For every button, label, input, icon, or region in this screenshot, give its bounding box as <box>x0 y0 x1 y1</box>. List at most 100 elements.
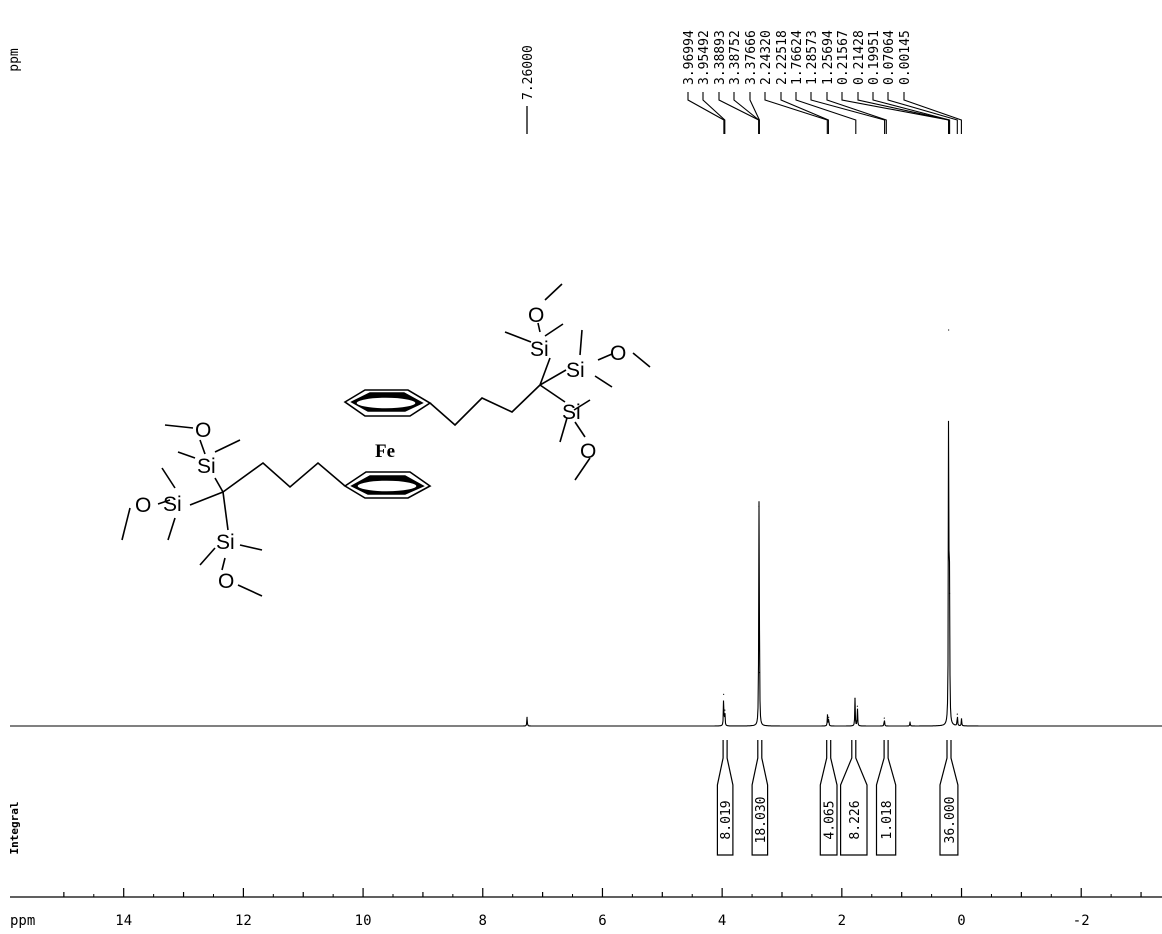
atom-o: O <box>610 342 626 365</box>
peak-connector <box>857 92 950 134</box>
peak-connector <box>749 92 760 134</box>
integral-bracket <box>839 740 868 856</box>
peak-connector <box>780 92 829 134</box>
integral-regions: 8.019 18.030 4.065 8.226 1.018 36.000 <box>716 740 959 856</box>
peak-point <box>960 718 963 720</box>
integral-value: 18.030 <box>754 797 769 844</box>
integral-region: 8.019 <box>716 740 734 856</box>
atom-si: Si <box>562 401 581 424</box>
peak-label: 3.38752 <box>728 30 743 85</box>
peak-connector <box>887 92 958 134</box>
spectrum-trace-group <box>10 329 1162 727</box>
peak-connector <box>764 92 828 134</box>
peak-label: 0.21567 <box>836 30 851 85</box>
peak-label: 1.25694 <box>821 30 836 85</box>
spectrum-trace <box>10 420 1162 727</box>
integral-value: 36.000 <box>943 797 958 844</box>
atom-o: O <box>528 304 544 327</box>
peak-label: 1.28573 <box>805 30 820 85</box>
atom-si: Si <box>566 359 585 382</box>
cp-ring-lower <box>343 471 432 499</box>
integral-value: 4.065 <box>823 800 838 839</box>
peak-point <box>909 721 911 723</box>
integral-panel-label: Integral <box>8 802 21 855</box>
atom-o: O <box>218 570 234 593</box>
peak-label: 0.00145 <box>898 30 913 85</box>
x-tick-label: 14 <box>115 913 132 929</box>
peak-point <box>826 714 829 716</box>
integral-region: 4.065 <box>819 740 838 856</box>
integral-region: 18.030 <box>751 740 769 856</box>
chain-upper <box>429 384 541 427</box>
peak-point <box>948 592 951 594</box>
peak-connector <box>903 92 962 134</box>
atom-si: Si <box>530 338 549 361</box>
peak-label: 3.95492 <box>697 30 712 85</box>
atom-o: O <box>580 440 596 463</box>
peak-point <box>828 716 830 718</box>
integral-bracket <box>819 740 838 856</box>
x-axis-ticks <box>63 888 1142 897</box>
atom-o: O <box>195 419 211 442</box>
peak-label: 3.96994 <box>682 30 697 85</box>
atom-fe: Fe <box>375 441 395 462</box>
peak-point <box>948 329 950 331</box>
peak-point <box>723 693 725 695</box>
top-axis-unit-label: ppm <box>7 48 22 72</box>
peak-connector <box>795 92 857 134</box>
integral-bracket <box>716 740 734 856</box>
x-axis-tick-labels: 14 12 10 8 6 4 2 0 -2 <box>115 913 1089 929</box>
peak-label: 1.76624 <box>790 30 805 85</box>
peak-label: 2.24320 <box>759 30 774 85</box>
peak-connector <box>702 92 726 134</box>
peak-label: 2.22518 <box>775 30 790 85</box>
peak-point <box>526 716 528 718</box>
peak-point <box>883 717 885 719</box>
x-axis-unit-label: ppm <box>10 913 35 929</box>
x-tick-label: 8 <box>479 913 487 929</box>
peak-point <box>758 671 761 674</box>
peak-point <box>956 713 958 715</box>
peak-connector <box>733 92 760 134</box>
atom-si: Si <box>216 531 235 554</box>
peak-label: 3.37666 <box>744 30 759 85</box>
x-tick-label: 6 <box>598 913 606 929</box>
peak-label: 0.21428 <box>852 30 867 85</box>
molecule-structure: Fe O Si Si O Si O O Si O Si Si O <box>121 283 651 597</box>
atom-o: O <box>135 494 151 517</box>
peak-label: 0.19951 <box>867 30 882 85</box>
peak-connector <box>872 92 951 134</box>
peak-connector <box>810 92 886 134</box>
integral-bracket <box>751 740 769 856</box>
integral-value: 1.018 <box>880 800 895 839</box>
integral-region: 8.226 <box>839 740 868 856</box>
x-tick-label: -2 <box>1073 913 1090 929</box>
x-tick-label: 2 <box>838 913 846 929</box>
peak-connector <box>826 92 887 134</box>
integral-bracket <box>875 740 897 856</box>
peak-label: 3.38893 <box>713 30 728 85</box>
integral-region: 1.018 <box>875 740 897 856</box>
peak-label: 7.26000 <box>521 45 536 100</box>
peak-point <box>724 709 726 711</box>
cp-ring-upper <box>343 389 432 417</box>
peak-connector <box>687 92 725 134</box>
atom-si: Si <box>163 493 182 516</box>
peak-point <box>758 505 760 507</box>
peak-point <box>854 697 856 699</box>
atom-si: Si <box>197 455 216 478</box>
integral-region: 36.000 <box>939 740 959 856</box>
x-tick-label: 10 <box>355 913 372 929</box>
x-tick-label: 12 <box>235 913 252 929</box>
peak-label: 0.07064 <box>882 30 897 85</box>
integral-value: 8.226 <box>848 800 863 839</box>
x-tick-label: 4 <box>718 913 726 929</box>
integral-value: 8.019 <box>719 800 734 839</box>
integral-bracket <box>939 740 959 856</box>
peak-point <box>856 705 858 707</box>
peak-list: 7.26000 3.96994 3.95492 3.38893 3.38752 3.376… <box>521 30 962 134</box>
x-tick-label: 0 <box>957 913 965 929</box>
chain-lower <box>222 461 346 493</box>
